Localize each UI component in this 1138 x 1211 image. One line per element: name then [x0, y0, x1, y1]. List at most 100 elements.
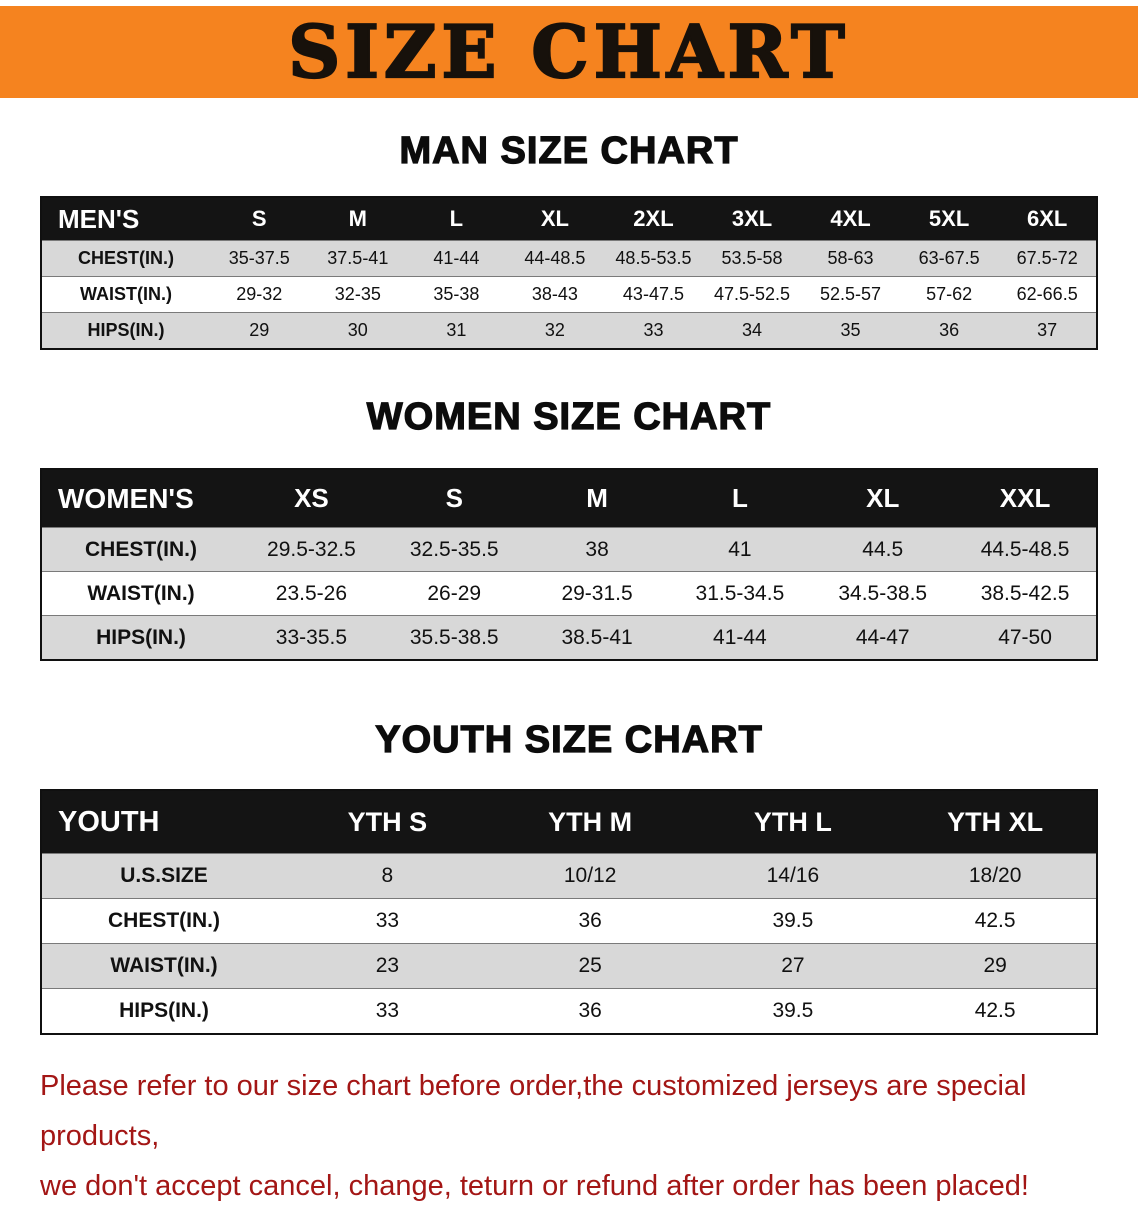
data-cell: 38-43: [531, 284, 578, 304]
youth-size-chart-section: YOUTH SIZE CHART YOUTH YTH S YTH M YTH L YTH…: [0, 717, 1138, 1035]
table-row: WAIST(IN.) 29-32 32-35 35-38 38-43 43-47.5 47.…: [41, 276, 1097, 313]
women-size-chart-heading: WOMEN SIZE CHART: [366, 395, 772, 438]
data-cell: 25: [578, 954, 602, 977]
women-size-table: WOMEN'S XS S M L XL XXL CHEST(IN.) 29.5-32.5 32.5…: [40, 468, 1098, 661]
data-cell: 38.5-42.5: [980, 581, 1070, 605]
data-cell: 38: [585, 537, 609, 561]
row-label: WAIST(IN.): [87, 581, 195, 605]
data-cell: 23: [375, 954, 400, 977]
table-corner-label: WOMEN'S: [41, 469, 240, 528]
data-cell: 33: [375, 999, 400, 1022]
data-cell: 42.5: [974, 999, 1016, 1022]
table-row: WAIST(IN.) 23 25 27 29: [41, 943, 1097, 989]
row-label: HIPS(IN.): [87, 320, 165, 340]
size-header-cell: S: [210, 197, 309, 241]
data-cell: 35-37.5: [228, 248, 290, 268]
data-cell: 52.5-57: [820, 284, 882, 304]
table-row: U.S.SIZE 8 10/12 14/16 18/20: [41, 853, 1097, 899]
size-header-cell: YTH L: [691, 790, 895, 854]
data-cell: 29: [249, 320, 270, 340]
data-cell: 47.5-52.5: [713, 284, 791, 304]
size-header-cell: M: [308, 197, 408, 241]
data-cell: 36: [939, 320, 960, 340]
size-header-cell: M: [525, 469, 669, 528]
data-cell: 35-38: [433, 284, 480, 304]
data-cell: 33: [375, 909, 400, 932]
disclaimer-line-1: Please refer to our size chart before or…: [40, 1070, 1027, 1152]
data-cell: 34.5-38.5: [838, 581, 928, 605]
table-header-row: YOUTH YTH S YTH M YTH L YTH XL: [41, 790, 1097, 854]
data-cell: 37.5-41: [327, 248, 389, 268]
data-cell: 29: [983, 954, 1007, 977]
table-row: HIPS(IN.) 29 30 31 32 33 34 35 36 37: [41, 312, 1097, 349]
youth-size-table: YOUTH YTH S YTH M YTH L YTH XL U.S.SIZE 8 10/12…: [40, 789, 1098, 1035]
table-row: HIPS(IN.) 33 36 39.5 42.5: [41, 988, 1097, 1034]
data-cell: 47-50: [998, 625, 1052, 649]
data-cell: 36: [578, 909, 602, 932]
data-cell: 32: [544, 320, 565, 340]
data-cell: 31.5-34.5: [695, 581, 785, 605]
row-label: U.S.SIZE: [120, 864, 208, 887]
data-cell: 31: [446, 320, 467, 340]
size-header-cell: XXL: [954, 469, 1097, 528]
data-cell: 29.5-32.5: [267, 537, 356, 561]
data-cell: 38.5-41: [561, 625, 633, 649]
table-row: WAIST(IN.) 23.5-26 26-29 29-31.5 31.5-34.5 34…: [41, 571, 1097, 616]
data-cell: 42.5: [974, 909, 1016, 932]
data-cell: 44.5: [862, 537, 904, 561]
data-cell: 44-47: [855, 625, 910, 649]
size-header-cell: 3XL: [702, 197, 802, 241]
row-label: HIPS(IN.): [96, 625, 186, 649]
table-row: CHEST(IN.) 29.5-32.5 32.5-35.5 38 41 44.5 44.5…: [41, 527, 1097, 572]
women-size-chart-section: WOMEN SIZE CHART WOMEN'S XS S M L XL XXL CHEST(…: [0, 394, 1138, 661]
data-cell: 34: [741, 320, 763, 340]
size-header-cell: XS: [240, 469, 383, 528]
row-label: WAIST(IN.): [110, 954, 218, 977]
table-row: CHEST(IN.) 35-37.5 37.5-41 41-44 44-48.5 48.5…: [41, 240, 1097, 277]
data-cell: 58-63: [827, 248, 874, 268]
data-cell: 32.5-35.5: [409, 537, 499, 561]
size-header-cell: 5XL: [899, 197, 999, 241]
size-header-cell: 2XL: [604, 197, 703, 241]
size-chart-banner: SIZE CHART: [0, 6, 1138, 98]
table-header-row: WOMEN'S XS S M L XL XXL: [41, 469, 1097, 528]
disclaimer: Please refer to our size chart before or…: [40, 1061, 1100, 1211]
men-size-table: MEN'S S M L XL 2XL 3XL 4XL 5XL 6XL CHEST(IN.) 35-37…: [40, 196, 1098, 350]
data-cell: 10/12: [563, 864, 617, 887]
size-header-cell: 6XL: [998, 197, 1097, 241]
row-label: CHEST(IN.): [85, 537, 197, 561]
data-cell: 23.5-26: [275, 581, 348, 605]
data-cell: 41: [728, 537, 752, 561]
data-cell: 39.5: [772, 999, 814, 1022]
size-header-cell: YTH XL: [894, 790, 1097, 854]
data-cell: 41-44: [433, 248, 480, 268]
men-size-chart-heading: MAN SIZE CHART: [399, 129, 739, 172]
table-row: CHEST(IN.) 33 36 39.5 42.5: [41, 898, 1097, 944]
table-corner-label: MEN'S: [41, 197, 210, 241]
data-cell: 33-35.5: [275, 625, 348, 649]
data-cell: 41-44: [713, 625, 767, 649]
men-size-chart-section: MAN SIZE CHART MEN'S S M L XL 2XL 3XL 4XL 5XL 6XL…: [0, 128, 1138, 350]
page-title: SIZE CHART: [287, 9, 850, 94]
row-label: WAIST(IN.): [80, 284, 172, 304]
size-header-cell: S: [382, 469, 526, 528]
data-cell: 32-35: [334, 284, 381, 304]
disclaimer-line-2: we don't accept cancel, change, teturn o…: [40, 1170, 1029, 1202]
data-cell: 33: [643, 320, 664, 340]
youth-size-chart-heading: YOUTH SIZE CHART: [375, 718, 763, 761]
data-cell: 29-32: [236, 284, 283, 304]
size-header-cell: YTH S: [286, 790, 489, 854]
data-cell: 44-48.5: [524, 248, 586, 268]
size-header-cell: YTH M: [488, 790, 692, 854]
table-header-row: MEN'S S M L XL 2XL 3XL 4XL 5XL 6XL: [41, 197, 1097, 241]
data-cell: 8: [381, 864, 394, 887]
table-corner-label: YOUTH: [41, 790, 286, 854]
data-cell: 27: [781, 954, 805, 977]
size-header-cell: L: [407, 197, 506, 241]
data-cell: 35.5-38.5: [409, 625, 499, 649]
row-label: CHEST(IN.): [78, 248, 174, 268]
data-cell: 30: [347, 320, 368, 340]
data-cell: 26-29: [427, 581, 482, 605]
size-header-cell: 4XL: [801, 197, 900, 241]
data-cell: 36: [578, 999, 602, 1022]
